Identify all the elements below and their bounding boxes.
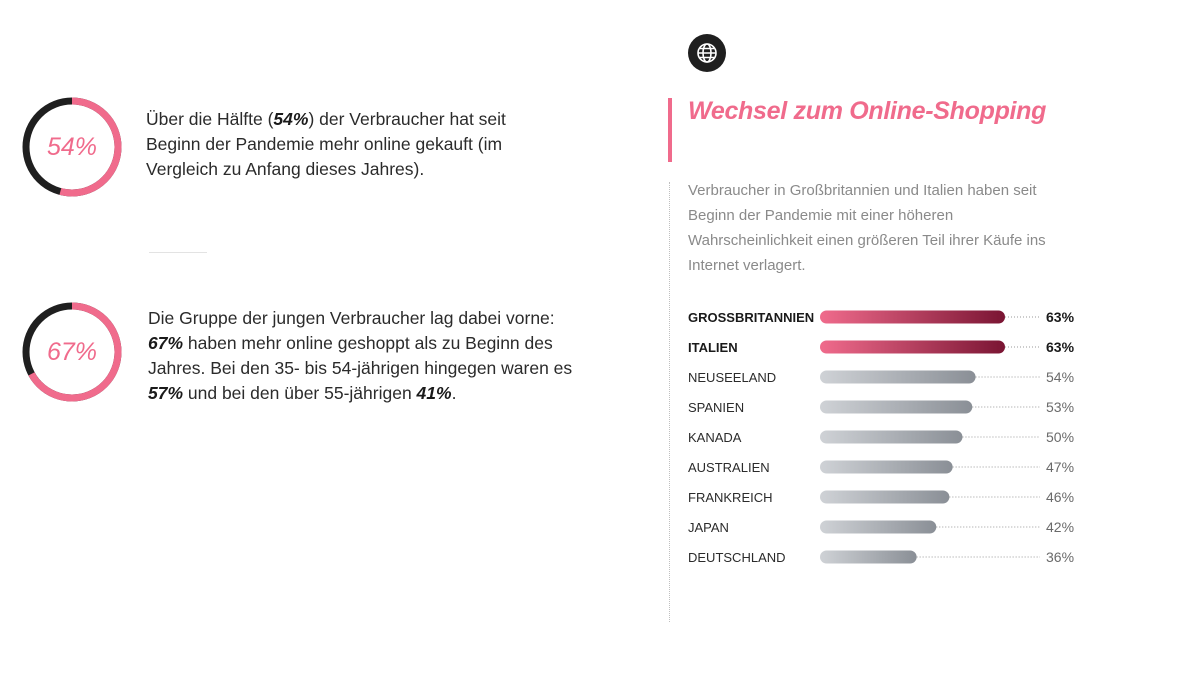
bar (820, 550, 917, 564)
donut-ring-progress (22, 302, 122, 402)
bar-category-label: ITALIEN (688, 340, 738, 355)
donut-ring-svg (22, 302, 122, 402)
bar (820, 490, 950, 504)
bar-value-label: 46% (1046, 489, 1074, 505)
stat-bold-value: 57% (148, 383, 184, 403)
bar-value-label: 53% (1046, 399, 1074, 415)
donut-ring-67: 67% (20, 300, 124, 404)
bar-category-label: AUSTRALIEN (688, 460, 770, 475)
bar-value-label: 36% (1046, 549, 1074, 565)
section-divider (149, 252, 207, 253)
bar-value-label: 54% (1046, 369, 1074, 385)
donut-ring-progress (22, 97, 122, 197)
title-accent-bar (668, 98, 672, 162)
stat-text-part: Über die Hälfte ( (146, 109, 274, 129)
stat-text-part: haben mehr online geshoppt als zu Beginn… (148, 333, 573, 378)
bar-category-label: GROSSBRITANNIEN (688, 310, 814, 325)
donut-ring-54: 54% (20, 95, 124, 199)
bar-category-label: DEUTSCHLAND (688, 550, 786, 565)
bar-category-label: JAPAN (688, 520, 729, 535)
panel-dotted-divider (669, 182, 670, 622)
bar-value-label: 63% (1046, 309, 1075, 325)
stat-text-part: . (451, 383, 457, 403)
chart-title: Wechsel zum Online-Shopping (688, 97, 1047, 125)
bar (820, 520, 937, 534)
donut-ring-svg (22, 97, 122, 197)
donut-percent-label: 54% (46, 132, 98, 161)
bar-category-label: FRANKREICH (688, 490, 773, 505)
bar (820, 430, 963, 444)
bar (820, 460, 953, 474)
bar-value-label: 42% (1046, 519, 1074, 535)
bar-category-label: SPANIEN (688, 400, 744, 415)
stat-description: Die Gruppe der jungen Verbraucher lag da… (148, 306, 588, 406)
bar-category-label: KANADA (688, 430, 742, 445)
bar (820, 400, 973, 414)
bar-value-label: 50% (1046, 429, 1074, 445)
stat-description: Über die Hälfte (54%) der Verbraucher ha… (146, 107, 546, 182)
bar-chart-svg: GROSSBRITANNIEN 63% ITALIEN 63% NEUSEELAND 54… (688, 309, 1075, 565)
donut-percent-label: 67% (46, 337, 98, 366)
stat-text-part: Die Gruppe der jungen Verbraucher lag da… (148, 308, 555, 328)
bar (820, 310, 1005, 324)
bar (820, 340, 1005, 354)
stat-text-part: und bei den über 55-jährigen (183, 383, 417, 403)
bar-category-label: NEUSEELAND (688, 370, 776, 385)
bar-value-label: 63% (1046, 339, 1075, 355)
globe-icon (688, 34, 726, 72)
bar-chart: GROSSBRITANNIEN 63% ITALIEN 63% NEUSEELAND 54… (680, 300, 1100, 580)
bar (820, 370, 976, 384)
stat-text-part: ) der Verbraucher hat seit Beginn der Pa… (146, 109, 506, 179)
stat-bold-value: 67% (148, 333, 184, 353)
chart-description: Verbraucher in Großbritannien und Italie… (688, 182, 1046, 274)
stat-bold-value: 54% (273, 109, 309, 129)
bar-value-label: 47% (1046, 459, 1074, 475)
stat-bold-value: 41% (416, 383, 452, 403)
